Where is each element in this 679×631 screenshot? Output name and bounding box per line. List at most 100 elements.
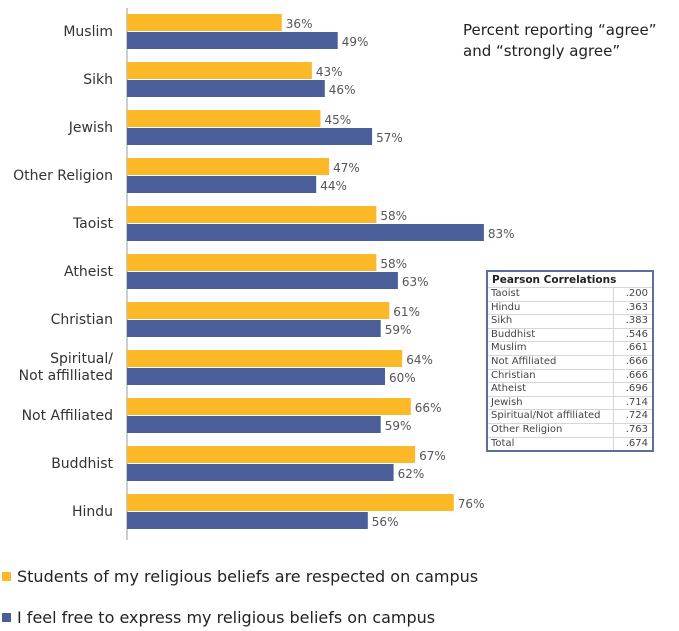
bar-express — [127, 128, 373, 145]
data-label: 60% — [389, 371, 416, 385]
pearson-row-value: .696 — [625, 383, 648, 395]
pearson-row-value: .724 — [625, 410, 648, 422]
pearson-row: Taoist .200 — [488, 287, 652, 301]
bar-express — [127, 224, 484, 241]
bar-express — [127, 416, 381, 433]
data-label: 44% — [320, 179, 347, 193]
pearson-row-name: Atheist — [488, 383, 614, 396]
data-label: 62% — [398, 467, 425, 481]
category-label: Jewish — [68, 120, 113, 136]
data-label: 46% — [329, 83, 356, 97]
category-label: Hindu — [72, 504, 113, 520]
pearson-title: Pearson Correlations — [492, 274, 617, 286]
data-label: 43% — [316, 65, 343, 79]
legend-swatch-respected — [2, 572, 11, 581]
pearson-row-value: .714 — [625, 396, 648, 408]
bar-express — [127, 512, 368, 529]
bar-express — [127, 176, 317, 193]
data-label: 56% — [372, 515, 399, 529]
data-label: 45% — [325, 113, 352, 127]
pearson-row-value: .546 — [625, 328, 648, 340]
data-label: 57% — [376, 131, 403, 145]
pearson-row-value: .363 — [625, 301, 648, 313]
data-label: 36% — [286, 17, 313, 31]
data-label: 49% — [342, 35, 369, 49]
pearson-row: Total .674 — [488, 436, 652, 451]
data-label: 59% — [385, 419, 412, 433]
pearson-row: Muslim .661 — [488, 341, 652, 355]
pearson-row: Buddhist .546 — [488, 327, 652, 342]
pearson-correlations-table: Pearson Correlations Taoist .200 Hindu .363… — [486, 270, 654, 453]
data-label: 76% — [458, 497, 485, 511]
data-label: 47% — [333, 161, 360, 175]
category-label: Atheist — [64, 264, 113, 280]
bar-respected — [127, 110, 321, 127]
chart-annotation: Percent reporting “agree” and “strongly … — [463, 20, 657, 62]
pearson-row-name: Christian — [488, 369, 614, 383]
legend-item-respected: Students of my religious beliefs are res… — [2, 567, 478, 586]
bar-express — [127, 320, 381, 337]
category-label: Spiritual/Not affilliated — [19, 351, 114, 384]
legend-label-respected: Students of my religious beliefs are res… — [17, 567, 479, 586]
pearson-row-name: Not Affiliated — [488, 355, 614, 369]
bar-respected — [127, 302, 390, 319]
category-label: Christian — [51, 312, 113, 328]
data-label: 66% — [415, 401, 442, 415]
pearson-row-name: Total — [488, 437, 614, 451]
pearson-row-name: Sikh — [488, 315, 614, 328]
pearson-row: Atheist .696 — [488, 382, 652, 396]
bar-express — [127, 464, 394, 481]
pearson-row: Jewish .714 — [488, 395, 652, 410]
legend-label-express: I feel free to express my religious beli… — [17, 608, 436, 627]
pearson-row-value: .666 — [625, 369, 648, 381]
pearson-row-value: .200 — [625, 288, 648, 299]
bar-express — [127, 368, 385, 385]
category-label: Not Affiliated — [22, 408, 113, 424]
legend-swatch-express — [2, 613, 11, 622]
pearson-row: Other Religion .763 — [488, 422, 652, 437]
pearson-row: Not Affiliated .666 — [488, 354, 652, 369]
pearson-row-name: Hindu — [488, 301, 614, 315]
pearson-row-name: Other Religion — [488, 423, 614, 437]
category-label: Sikh — [83, 72, 113, 88]
pearson-row-name: Taoist — [488, 288, 614, 301]
category-label: Buddhist — [51, 456, 113, 472]
category-label: Other Religion — [13, 168, 113, 184]
bar-express — [127, 80, 325, 97]
pearson-row: Spiritual/Not affiliated .724 — [488, 409, 652, 423]
pearson-row-value: .674 — [625, 437, 648, 449]
data-label: 59% — [385, 323, 412, 337]
pearson-row: Sikh .383 — [488, 314, 652, 328]
data-label: 83% — [488, 227, 515, 241]
pearson-row-name: Jewish — [488, 396, 614, 410]
pearson-row-name: Muslim — [488, 342, 614, 355]
bar-express — [127, 32, 338, 49]
bar-respected — [127, 62, 312, 79]
data-label: 58% — [380, 209, 407, 223]
annotation-line-2: and “strongly agree” — [463, 42, 621, 60]
data-label: 67% — [419, 449, 446, 463]
pearson-row: Christian .666 — [488, 368, 652, 383]
bar-respected — [127, 206, 377, 223]
pearson-row-name: Spiritual/Not affiliated — [488, 410, 614, 423]
pearson-row: Hindu .363 — [488, 300, 652, 315]
bar-respected — [127, 254, 377, 271]
annotation-line-1: Percent reporting “agree” — [463, 21, 657, 39]
bar-respected — [127, 494, 454, 511]
pearson-row-value: .661 — [625, 342, 648, 354]
bar-respected — [127, 446, 416, 463]
pearson-row-value: .666 — [625, 355, 648, 367]
bar-respected — [127, 350, 403, 367]
data-label: 58% — [380, 257, 407, 271]
data-label: 63% — [402, 275, 429, 289]
bar-respected — [127, 398, 411, 415]
pearson-row-value: .383 — [625, 315, 648, 327]
category-label: Muslim — [63, 24, 113, 40]
pearson-row-name: Buddhist — [488, 328, 614, 342]
data-label: 64% — [406, 353, 433, 367]
bar-respected — [127, 14, 282, 31]
legend-item-express: I feel free to express my religious beli… — [2, 608, 435, 627]
bar-respected — [127, 158, 330, 175]
category-label: Taoist — [72, 216, 114, 232]
